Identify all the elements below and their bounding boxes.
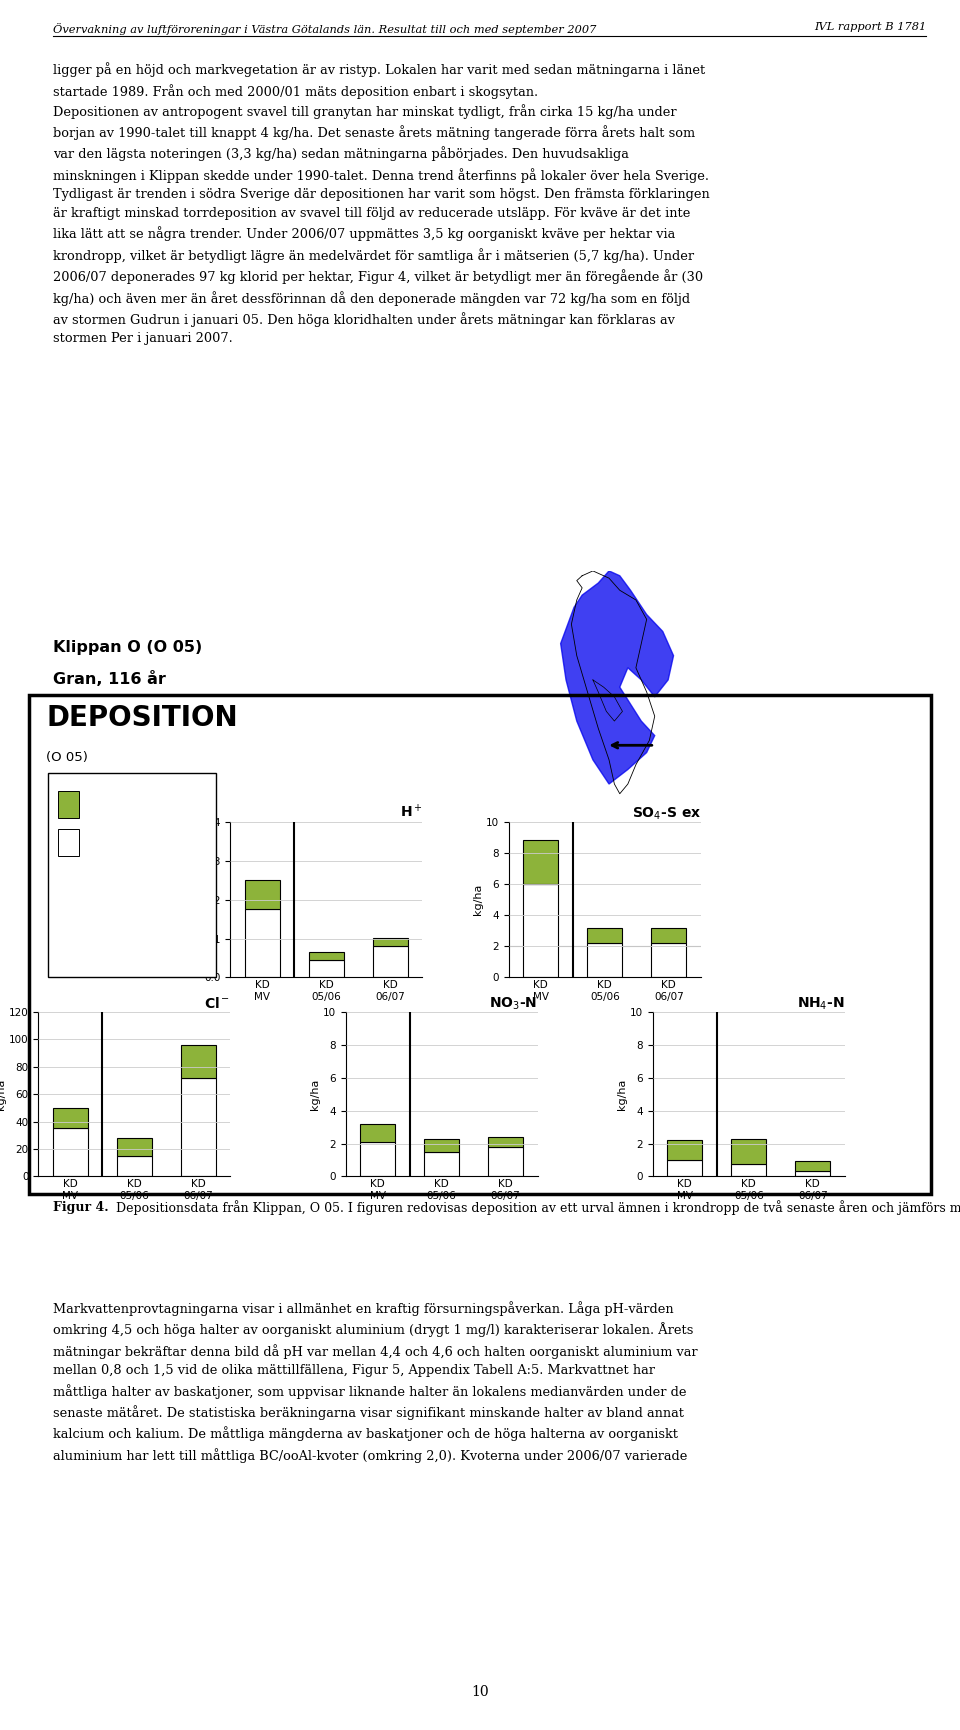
Bar: [523, 884, 559, 977]
Bar: [245, 910, 280, 977]
Bar: [53, 1128, 88, 1176]
Bar: [488, 1137, 523, 1147]
Bar: [732, 1164, 766, 1176]
Bar: [360, 1124, 396, 1142]
Bar: [117, 1138, 152, 1156]
Bar: [372, 946, 408, 977]
Polygon shape: [561, 571, 674, 784]
Text: Depositionen av antropogent svavel till granytan har minskat tydligt, från cirka: Depositionen av antropogent svavel till …: [53, 104, 709, 346]
Bar: [245, 881, 280, 910]
Text: Depositionsdata från Klippan, O 05. I figuren redovisas deposition av ett urval : Depositionsdata från Klippan, O 05. I fi…: [112, 1201, 960, 1216]
Text: Markvattenprovtagningarna visar i allmänhet en kraftig försurningspåverkan. Låga: Markvattenprovtagningarna visar i allmän…: [53, 1301, 697, 1464]
Y-axis label: kg/ha: kg/ha: [473, 884, 483, 915]
Text: SO$_4$-S ex: SO$_4$-S ex: [632, 806, 701, 822]
Text: (O 05): (O 05): [46, 751, 88, 765]
Text: H$^+$: H$^+$: [399, 803, 422, 820]
Text: MV =Årsmedelvärde: MV =Årsmedelvärde: [58, 879, 173, 889]
Bar: [523, 841, 559, 884]
Y-axis label: kg/ha: kg/ha: [310, 1078, 320, 1111]
Bar: [795, 1171, 830, 1176]
Text: Gran, 116 år: Gran, 116 år: [53, 671, 166, 687]
Bar: [795, 1161, 830, 1171]
Bar: [667, 1159, 703, 1176]
Text: NO$_3$-N: NO$_3$-N: [490, 996, 538, 1012]
Bar: [588, 943, 622, 977]
Bar: [53, 1107, 88, 1128]
Text: IVL rapport B 1781: IVL rapport B 1781: [814, 22, 926, 33]
Bar: [180, 1078, 216, 1176]
Text: =Vinterperiod: =Vinterperiod: [83, 837, 161, 848]
Bar: [309, 952, 344, 960]
Text: Övervakning av luftföroreningar i Västra Götalands län. Resultat till och med se: Övervakning av luftföroreningar i Västra…: [53, 22, 596, 35]
Text: Figur 4.: Figur 4.: [53, 1201, 108, 1214]
Bar: [588, 927, 622, 943]
Y-axis label: kg/ha: kg/ha: [0, 1078, 6, 1111]
Text: DEPOSITION: DEPOSITION: [46, 704, 238, 732]
Text: =Sommarperiod: =Sommarperiod: [83, 799, 175, 810]
Bar: [117, 1156, 152, 1176]
Y-axis label: kg/ha: kg/ha: [617, 1078, 627, 1111]
Bar: [360, 1142, 396, 1176]
Bar: [667, 1140, 703, 1159]
Text: NH$_4$-N: NH$_4$-N: [797, 996, 845, 1012]
Bar: [424, 1138, 459, 1152]
Bar: [488, 1147, 523, 1176]
Text: 10: 10: [471, 1685, 489, 1699]
Text: Cl$^-$: Cl$^-$: [204, 996, 230, 1010]
Text: ligger på en höjd och markvegetation är av ristyp. Lokalen har varit med sedan m: ligger på en höjd och markvegetation är …: [53, 62, 705, 99]
Y-axis label: kg/ha: kg/ha: [191, 884, 202, 915]
Bar: [180, 1045, 216, 1078]
Bar: [651, 943, 686, 977]
Text: Klippan O (O 05): Klippan O (O 05): [53, 640, 202, 656]
Text: KD : 1989/2007: KD : 1989/2007: [58, 912, 144, 922]
Bar: [651, 927, 686, 943]
Text: KD =Krondropp: KD =Krondropp: [58, 946, 144, 957]
Bar: [372, 938, 408, 946]
Bar: [732, 1140, 766, 1164]
Bar: [309, 960, 344, 977]
Bar: [424, 1152, 459, 1176]
